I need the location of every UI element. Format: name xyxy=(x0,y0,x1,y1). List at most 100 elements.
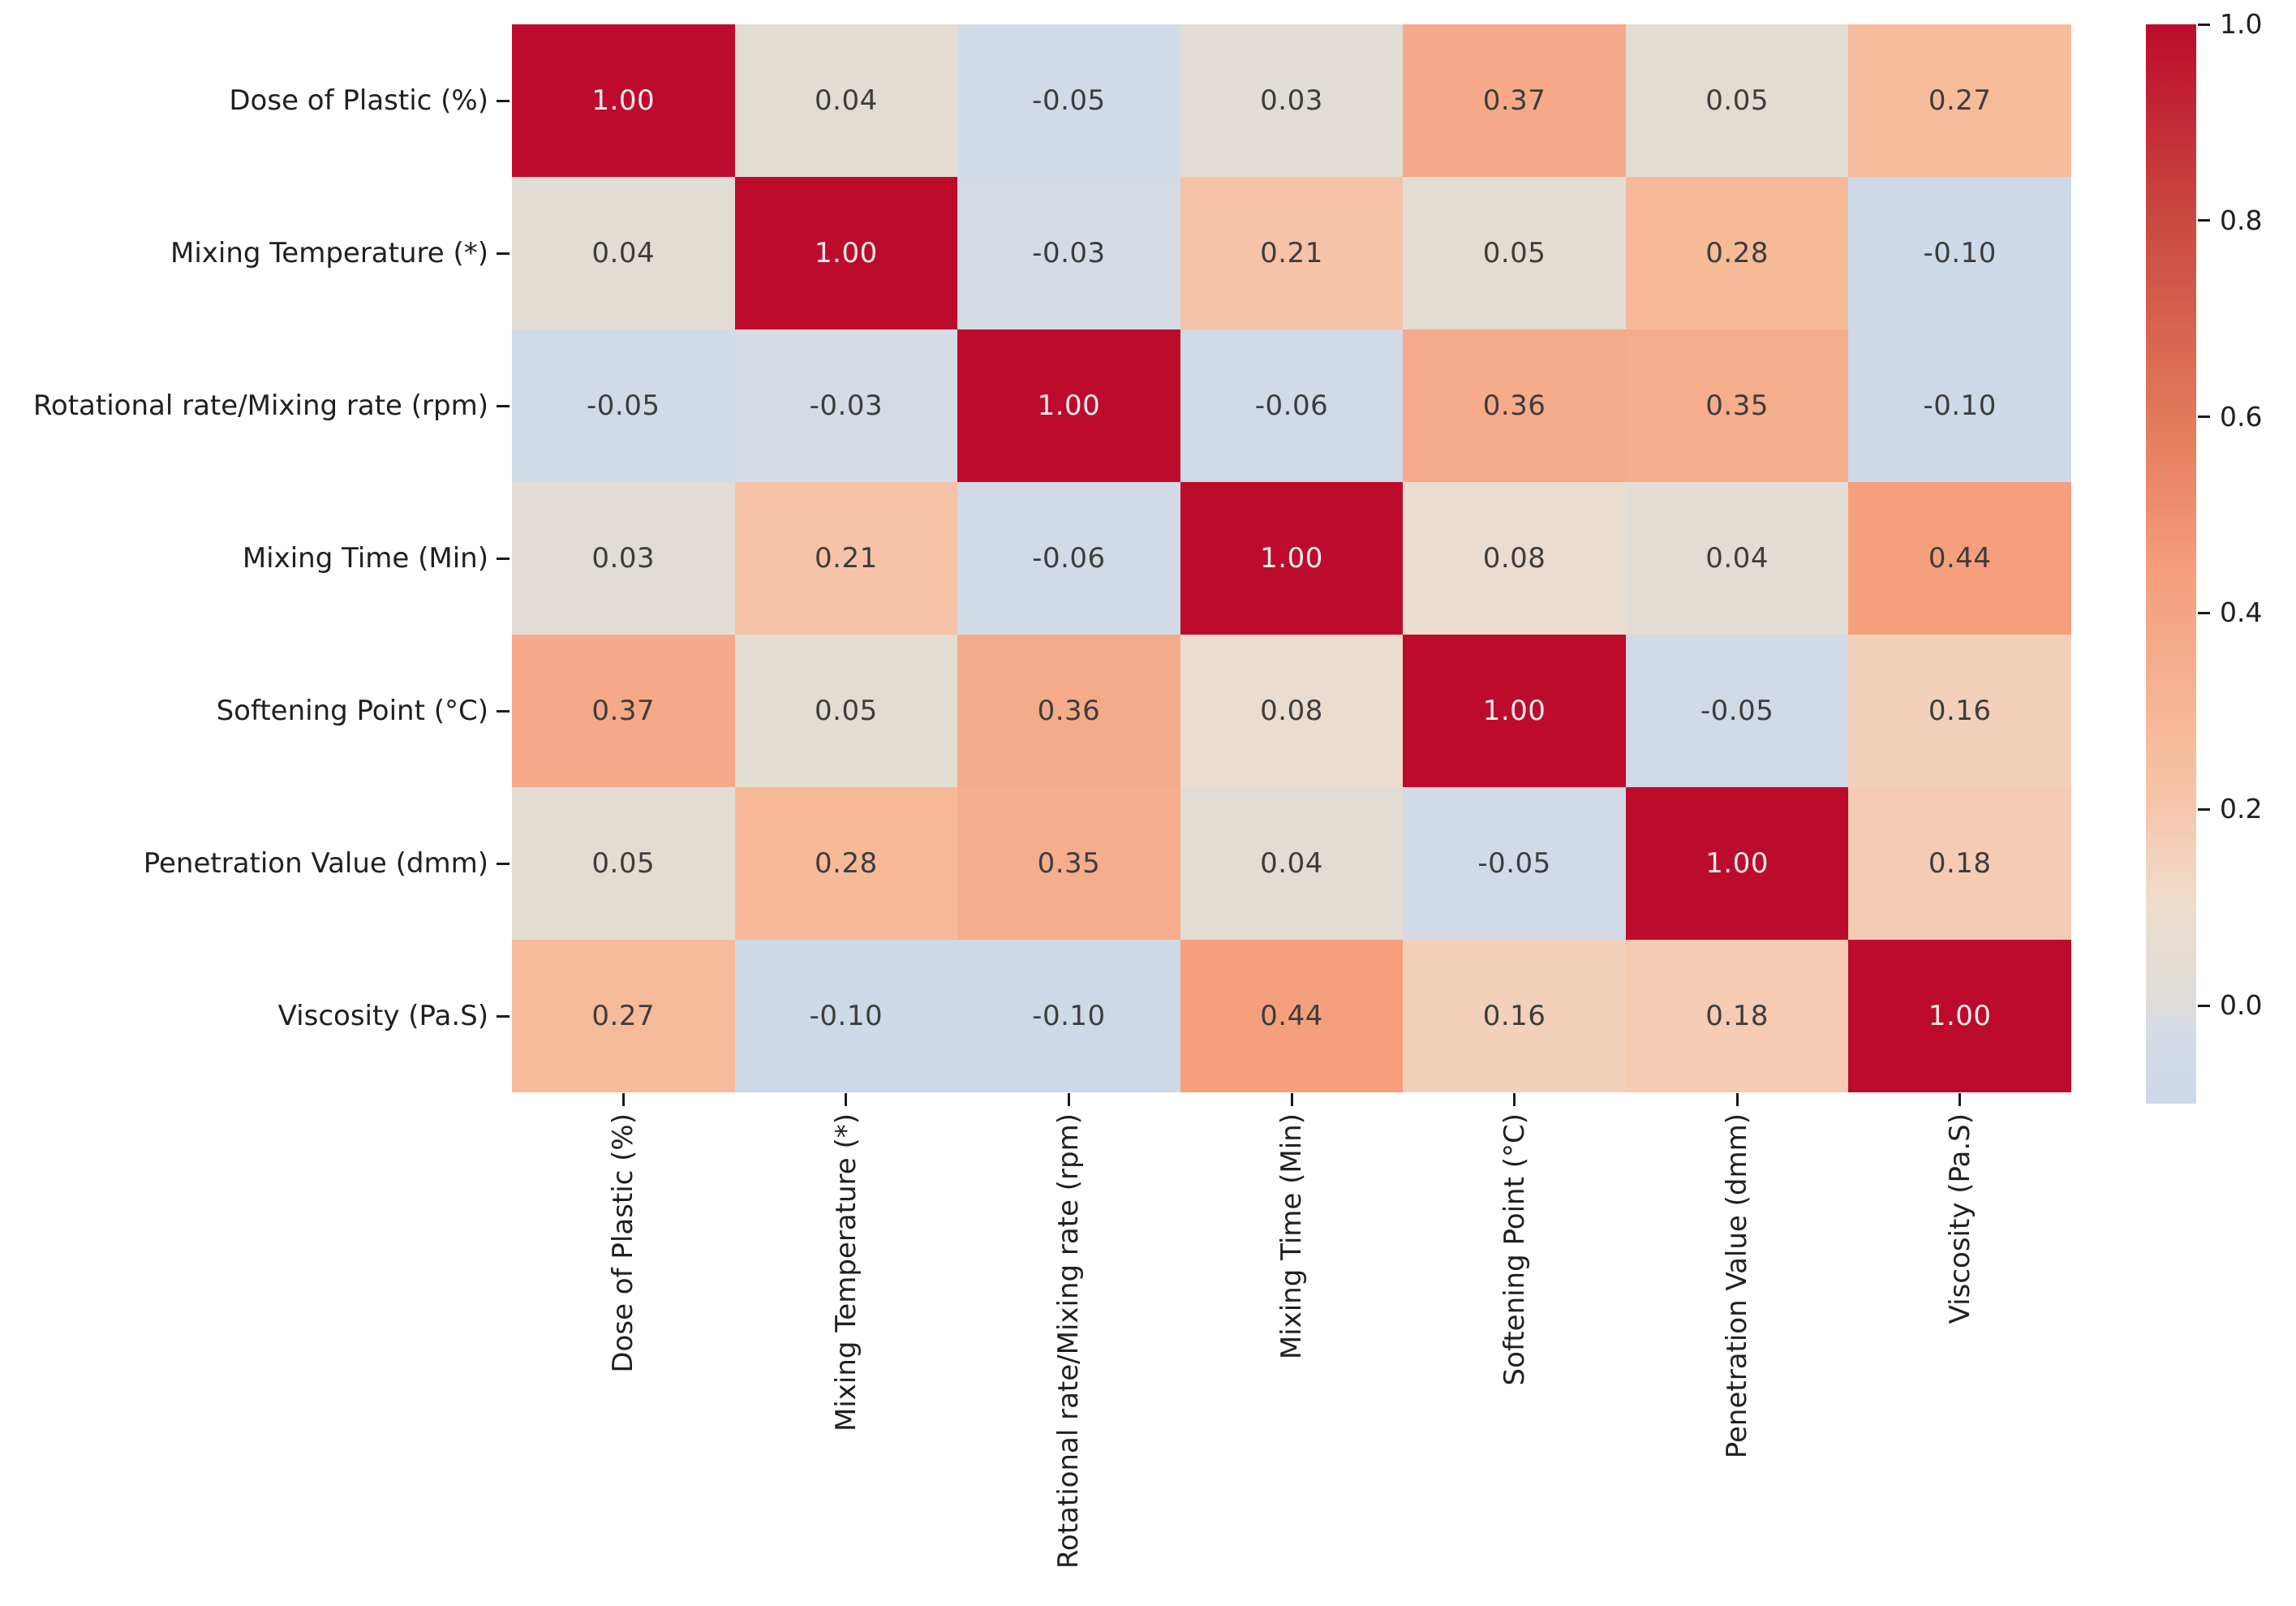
heatmap-cell: 0.08 xyxy=(1180,635,1404,787)
cell-value: 0.21 xyxy=(1260,237,1323,269)
heatmap-cell: 0.05 xyxy=(1625,24,1849,177)
y-tick-label: Softening Point (°C) xyxy=(216,695,488,727)
heatmap-cell: 0.04 xyxy=(1180,787,1404,940)
y-tick-label: Penetration Value (dmm) xyxy=(143,847,488,880)
cell-value: 0.35 xyxy=(1037,847,1101,880)
cell-value: -0.06 xyxy=(1254,390,1329,422)
cell-value: 0.18 xyxy=(1928,847,1992,880)
heatmap-cell: -0.10 xyxy=(1848,177,2071,329)
y-tick-mark xyxy=(497,99,510,102)
heatmap-cell: 0.36 xyxy=(1403,329,1626,482)
y-tick-mark xyxy=(497,1014,510,1018)
heatmap-cell: 0.04 xyxy=(512,177,735,329)
y-tick-label: Mixing Temperature (*) xyxy=(170,237,488,269)
cell-value: 0.16 xyxy=(1928,695,1992,727)
cell-value: 0.05 xyxy=(1482,237,1546,269)
heatmap-grid: 1.00 0.04 -0.05 0.03 0.37 0.05 0.27 0.04 1.00 -0.… xyxy=(512,24,2071,1092)
colorbar-tick-label: 0.0 xyxy=(2220,989,2263,1022)
y-tick-mark xyxy=(497,404,510,407)
heatmap-cell: 0.27 xyxy=(1848,24,2071,177)
cell-value: -0.10 xyxy=(809,1000,884,1032)
cell-value: 0.37 xyxy=(1482,84,1546,117)
cell-value: 0.08 xyxy=(1482,542,1546,575)
heatmap-cell: -0.06 xyxy=(957,482,1180,635)
heatmap-cell: 0.28 xyxy=(1625,177,1849,329)
heatmap-cell: -0.06 xyxy=(1180,329,1404,482)
cell-value: -0.03 xyxy=(1032,237,1106,269)
heatmap-cell: 0.04 xyxy=(1625,482,1849,635)
cell-value: 0.04 xyxy=(815,84,878,117)
colorbar-tick-mark xyxy=(2198,1004,2210,1007)
cell-value: 1.00 xyxy=(1705,847,1769,880)
heatmap-cell: -0.05 xyxy=(957,24,1180,177)
heatmap-cell: 0.05 xyxy=(1403,177,1626,329)
cell-value: 0.28 xyxy=(815,847,878,880)
cell-value: 0.03 xyxy=(1260,84,1323,117)
cell-value: 0.35 xyxy=(1705,390,1769,422)
colorbar-tick-mark xyxy=(2198,23,2210,26)
y-tick-mark xyxy=(497,557,510,560)
x-tick-mark xyxy=(1958,1093,1962,1106)
cell-value: 0.36 xyxy=(1482,390,1546,422)
heatmap-cell: 0.18 xyxy=(1848,787,2071,940)
x-tick-label: Softening Point (°C) xyxy=(1498,1113,1531,1386)
heatmap-cell: 0.36 xyxy=(957,635,1180,787)
heatmap-cell: 0.16 xyxy=(1848,635,2071,787)
cell-value: 0.18 xyxy=(1705,1000,1769,1032)
cell-value: 0.05 xyxy=(591,847,656,880)
x-tick-mark xyxy=(845,1093,848,1106)
heatmap-cell: 1.00 xyxy=(1180,482,1404,635)
heatmap-cell: -0.10 xyxy=(734,940,958,1092)
heatmap-cell: -0.05 xyxy=(1625,635,1849,787)
heatmap-cell: 0.35 xyxy=(957,787,1180,940)
heatmap-cell: 0.05 xyxy=(512,787,735,940)
cell-value: 0.44 xyxy=(1928,542,1992,575)
x-tick-mark xyxy=(1735,1093,1739,1106)
y-tick-mark xyxy=(497,862,510,865)
y-tick-mark xyxy=(497,252,510,255)
heatmap-cell: 0.37 xyxy=(512,635,735,787)
heatmap-cell: 1.00 xyxy=(734,177,958,329)
y-tick-label: Dose of Plastic (%) xyxy=(229,84,488,117)
x-tick-label: Penetration Value (dmm) xyxy=(1721,1113,1754,1459)
x-tick-mark xyxy=(1290,1093,1293,1106)
cell-value: -0.05 xyxy=(1477,847,1551,880)
colorbar-tick-label: 0.2 xyxy=(2220,793,2263,825)
heatmap-cell: -0.10 xyxy=(957,940,1180,1092)
heatmap-cell: -0.03 xyxy=(957,177,1180,329)
heatmap-cell: 0.21 xyxy=(1180,177,1404,329)
colorbar-tick-mark xyxy=(2198,219,2210,222)
x-tick-mark xyxy=(1067,1093,1070,1106)
x-tick-label: Dose of Plastic (%) xyxy=(607,1113,640,1373)
heatmap-cell: -0.05 xyxy=(1403,787,1626,940)
x-tick-label: Rotational rate/Mixing rate (rpm) xyxy=(1052,1113,1086,1569)
heatmap-cell: 0.44 xyxy=(1180,940,1404,1092)
cell-value: 0.16 xyxy=(1482,1000,1546,1032)
heatmap-cell: 0.04 xyxy=(734,24,958,177)
y-tick-label: Viscosity (Pa.S) xyxy=(277,1000,488,1032)
colorbar-tick-mark xyxy=(2198,611,2210,614)
cell-value: -0.06 xyxy=(1032,542,1106,575)
cell-value: 1.00 xyxy=(1928,1000,1992,1032)
cell-value: 1.00 xyxy=(1260,542,1323,575)
y-tick-label: Mixing Time (Min) xyxy=(242,542,488,575)
colorbar-tick-mark xyxy=(2198,415,2210,419)
cell-value: -0.03 xyxy=(809,390,884,422)
heatmap-cell: 1.00 xyxy=(1848,940,2071,1092)
colorbar-tick-label: 1.0 xyxy=(2220,8,2263,40)
cell-value: -0.05 xyxy=(587,390,660,422)
cell-value: -0.05 xyxy=(1032,84,1106,117)
cell-value: -0.05 xyxy=(1700,695,1774,727)
colorbar-tick-label: 0.8 xyxy=(2220,204,2263,236)
cell-value: 0.04 xyxy=(591,237,656,269)
cell-value: 0.04 xyxy=(1705,542,1769,575)
x-tick-mark xyxy=(1513,1093,1516,1106)
cell-value: 0.27 xyxy=(1928,84,1992,117)
heatmap-cell: -0.05 xyxy=(512,329,735,482)
heatmap-cell: 0.44 xyxy=(1848,482,2071,635)
heatmap-cell: 0.16 xyxy=(1403,940,1626,1092)
heatmap-cell: 1.00 xyxy=(957,329,1180,482)
y-tick-mark xyxy=(497,709,510,713)
heatmap-cell: 1.00 xyxy=(1625,787,1849,940)
